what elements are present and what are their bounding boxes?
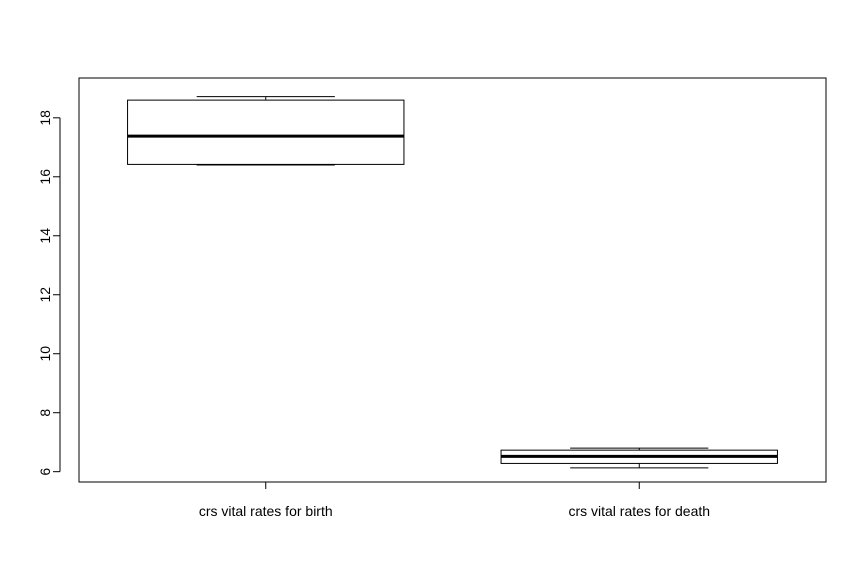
x-category-label: crs vital rates for death	[568, 503, 710, 519]
y-tick-label: 8	[37, 409, 53, 417]
y-tick-label: 10	[37, 346, 53, 362]
box-iqr	[127, 99, 405, 165]
y-tick-label: 14	[37, 228, 53, 244]
y-tick-label: 12	[37, 287, 53, 303]
x-axis: crs vital rates for birth crs vital rates…	[199, 481, 710, 519]
boxes-group	[127, 96, 778, 469]
y-tick-label: 16	[37, 169, 53, 185]
y-tick-label: 6	[37, 468, 53, 476]
x-category-label: crs vital rates for birth	[199, 503, 333, 519]
box-birth	[127, 96, 405, 166]
y-tick-label: 18	[37, 110, 53, 126]
box-death	[500, 447, 778, 469]
y-axis: 6 8 10 12 14 16 18	[37, 110, 61, 476]
